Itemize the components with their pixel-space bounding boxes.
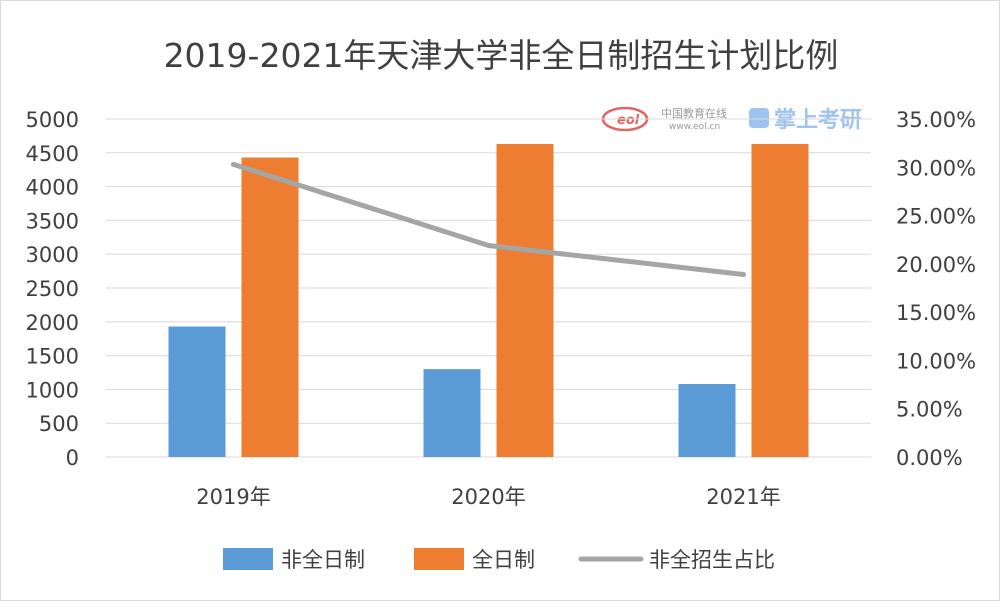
y-right-tick-label: 30.00% [896, 156, 976, 180]
ratio-point-1 [486, 243, 491, 249]
legend-label: 非全日制 [281, 548, 365, 572]
line-series [231, 161, 746, 277]
y-right-tick-label: 10.00% [896, 349, 976, 373]
y-right-tick-label: 35.00% [896, 108, 976, 132]
gridlines [106, 118, 871, 458]
y-left-tick-label: 500 [39, 412, 79, 436]
y-right-tick-label: 20.00% [896, 253, 976, 277]
y-left-tick-label: 5000 [26, 108, 79, 132]
x-tick-label: 2019年 [196, 485, 270, 509]
y-right-tick-label: 0.00% [896, 446, 963, 470]
eol-logo-text: eol [617, 113, 640, 128]
legend-swatch-0 [223, 548, 273, 570]
chart-title: 2019-2021年天津大学非全日制招生计划比例 [164, 36, 839, 75]
y-axis-right: 0.00% 5.00% 10.00% 15.00% 20.00% 25.00% 30.00%… [896, 108, 976, 470]
y-left-tick-label: 2500 [26, 277, 79, 301]
ratio-point-0 [231, 161, 236, 167]
y-right-tick-label: 15.00% [896, 301, 976, 325]
y-left-tick-label: 0 [66, 446, 79, 470]
bar-full-time-0 [241, 157, 299, 458]
y-left-tick-label: 1000 [26, 378, 79, 402]
ratio-line [231, 161, 746, 277]
legend: 非全日制 全日制 非全招生占比 [223, 548, 775, 572]
bar-series [168, 144, 809, 458]
watermark: eol 中国教育在线 www.eol.cn 掌上考研 [601, 106, 862, 133]
bar-part-time-1 [423, 369, 481, 457]
y-left-tick-label: 3000 [26, 243, 79, 267]
watermark-site-url: www.eol.cn [669, 122, 720, 132]
x-axis: 2019年 2020年 2021年 [196, 485, 780, 509]
ratio-point-2 [741, 271, 746, 277]
x-tick-label: 2021年 [706, 485, 780, 509]
y-left-tick-label: 4500 [26, 142, 79, 166]
bar-full-time-2 [751, 144, 809, 457]
bar-part-time-2 [678, 383, 736, 457]
x-tick-label: 2020年 [451, 485, 525, 509]
brand-logo-icon [749, 108, 769, 128]
bar-part-time-0 [168, 326, 226, 457]
y-left-tick-label: 4000 [26, 176, 79, 200]
watermark-brand: 掌上考研 [774, 108, 862, 133]
watermark-site-name: 中国教育在线 [661, 106, 727, 120]
y-right-tick-label: 25.00% [896, 205, 976, 229]
legend-swatch-1 [414, 548, 464, 570]
y-left-tick-label: 2000 [26, 311, 79, 335]
legend-label: 非全招生占比 [649, 548, 775, 572]
y-axis-left: 0 500 1000 1500 2000 2500 3000 3500 4000 4500 5000 [26, 108, 79, 470]
y-left-tick-label: 3500 [26, 209, 79, 233]
legend-label: 全日制 [472, 548, 535, 572]
bar-full-time-1 [496, 144, 554, 457]
y-right-tick-label: 5.00% [896, 398, 963, 422]
y-left-tick-label: 1500 [26, 345, 79, 369]
